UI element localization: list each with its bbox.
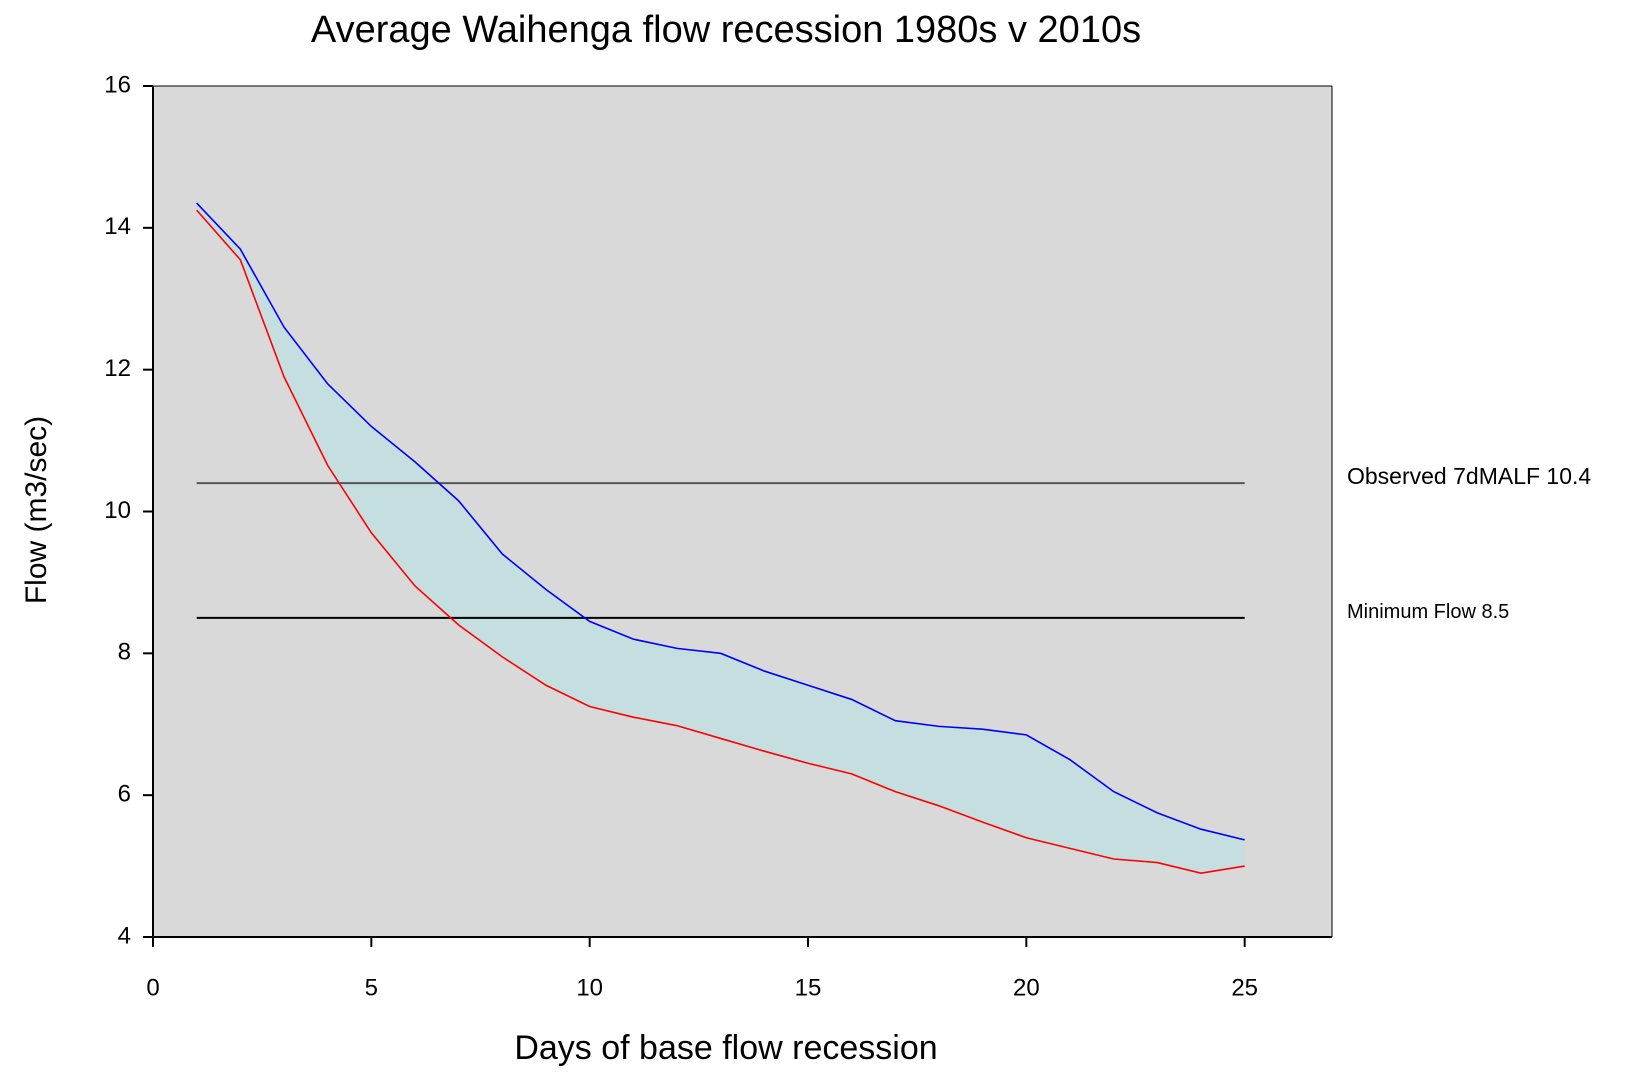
reference-label: Minimum Flow 8.5 [1347,601,1509,623]
y-axis-label: Flow (m3/sec) [20,416,53,604]
x-tick-label: 15 [795,974,822,1001]
y-tick-label: 6 [118,781,131,808]
y-tick-label: 8 [118,639,131,666]
series-line [196,202,1245,841]
x-tick-label: 25 [1231,974,1258,1001]
series-line [196,209,1245,874]
y-tick-label: 10 [104,497,131,524]
fill-between [196,203,1245,874]
x-axis-label: Days of base flow recession [514,1029,937,1067]
y-tick-label: 12 [104,355,131,382]
reference-label: Observed 7dMALF 10.4 [1347,463,1591,489]
y-tick-label: 16 [104,71,131,98]
y-tick-label: 14 [104,213,131,240]
x-tick-label: 5 [365,974,378,1001]
chart-title: Average Waihenga flow recession 1980s v … [311,9,1141,51]
x-tick-label: 10 [576,974,603,1001]
x-tick-label: 20 [1013,974,1040,1001]
plot-background [153,86,1332,937]
x-tick-label: 0 [146,974,159,1001]
y-tick-label: 4 [118,922,131,949]
